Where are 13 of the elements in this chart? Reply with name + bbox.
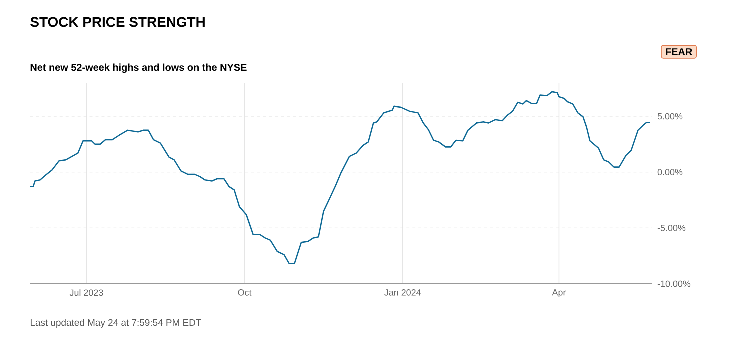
x-tick-label: Oct	[238, 290, 252, 296]
x-tick-label: Jul 2023	[70, 290, 104, 296]
chart-title: STOCK PRICE STRENGTH	[30, 17, 205, 28]
text: Last updated May 24 at 7:59:54 PM EDT	[30, 319, 202, 328]
y-tick-label: 0.00%	[658, 169, 683, 176]
chart-subtitle: Net new 52-week highs and lows on the NYSE	[30, 64, 247, 74]
line-series	[29, 91, 651, 265]
x-tick-label: Jan 2024	[384, 290, 422, 296]
x-tick-label: Apr	[552, 290, 566, 298]
text: FEAR	[666, 48, 692, 56]
y-tick-label: 5.00%	[658, 113, 683, 120]
y-tick-label: -10.00%	[658, 280, 691, 288]
y-tick-label: -5.00%	[658, 224, 686, 232]
